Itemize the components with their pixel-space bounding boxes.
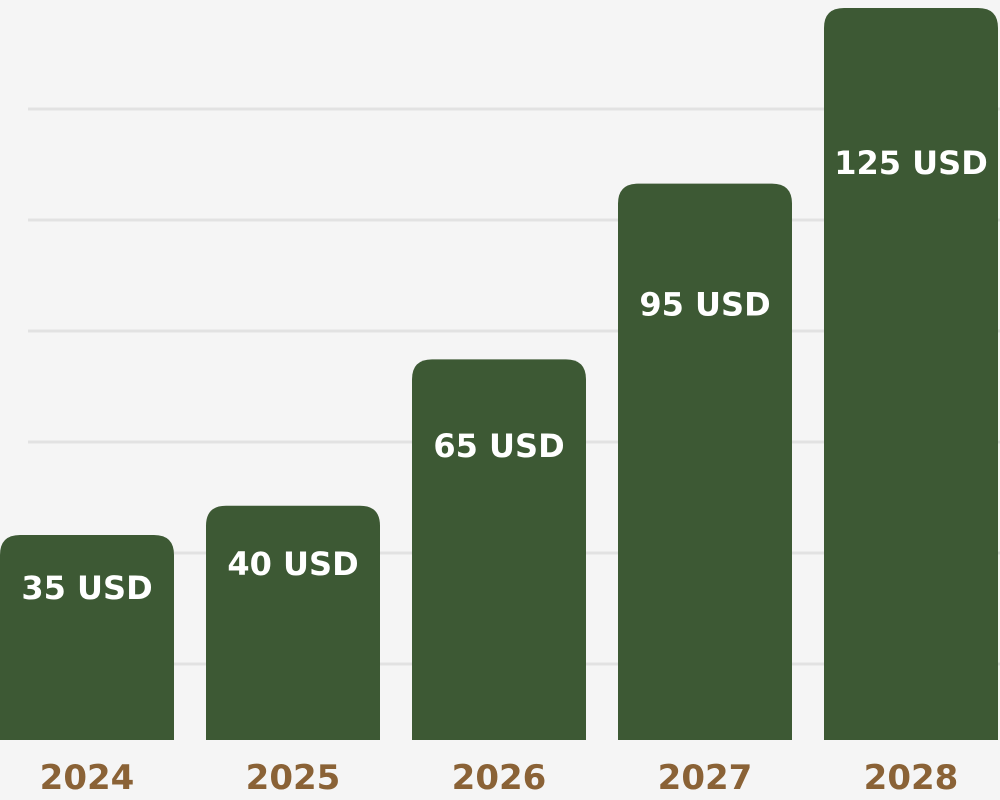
x-tick-label: 2028 [864,758,959,798]
bar-value-label: 125 USD [834,144,988,182]
bar-2024 [0,535,174,740]
bar-value-label: 65 USD [433,427,564,465]
bar-2027 [618,183,792,740]
value-labels-group: 35 USD 40 USD 65 USD 95 USD 125 USD [21,144,987,607]
x-axis-tick-labels: 2024 2025 2026 2027 2028 [40,758,959,798]
x-tick-label: 2024 [40,758,135,798]
bar-value-label: 35 USD [21,569,152,607]
bar-value-label: 95 USD [639,286,770,324]
bar-2025 [206,505,380,740]
x-tick-label: 2027 [658,758,753,798]
bar-2028 [824,8,998,740]
bar-2026 [412,359,586,740]
x-tick-label: 2026 [452,758,547,798]
bar-value-label: 40 USD [227,545,358,583]
x-tick-label: 2025 [246,758,341,798]
bars-group [0,8,998,740]
